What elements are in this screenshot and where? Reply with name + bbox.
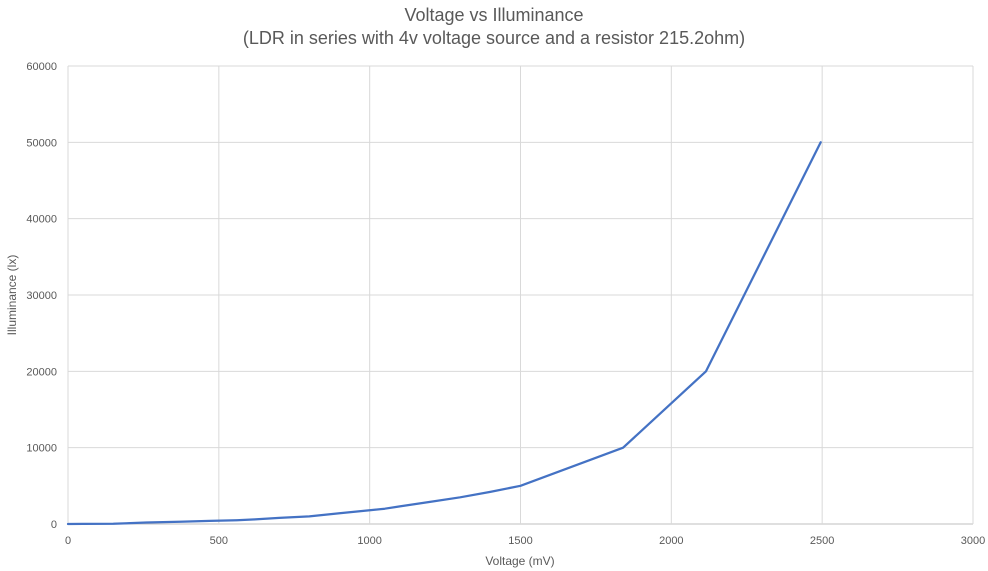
x-tick-label: 500 xyxy=(210,535,228,547)
x-tick-label: 1500 xyxy=(508,535,532,547)
x-tick-label: 1000 xyxy=(357,535,381,547)
chart-subtitle: (LDR in series with 4v voltage source an… xyxy=(242,28,746,48)
y-axis-ticks: 0 10000 20000 30000 40000 50000 60000 xyxy=(26,61,57,531)
y-axis-title: Illuminance (lx) xyxy=(5,255,19,336)
y-tick-label: 0 xyxy=(51,519,57,531)
chart-title: Voltage vs Illuminance xyxy=(404,5,584,25)
y-tick-label: 40000 xyxy=(26,214,57,226)
y-tick-label: 10000 xyxy=(26,443,57,455)
x-tick-label: 2500 xyxy=(810,535,834,547)
y-tick-label: 50000 xyxy=(26,137,57,149)
x-axis-title: Voltage (mV) xyxy=(485,554,554,568)
x-tick-label: 0 xyxy=(65,535,71,547)
chart-title-block: Voltage vs Illuminance (LDR in series wi… xyxy=(0,4,988,50)
x-tick-label: 3000 xyxy=(961,535,985,547)
series-group xyxy=(66,141,822,526)
y-tick-label: 20000 xyxy=(26,366,57,378)
x-axis-ticks: 0 500 1000 1500 2000 2500 3000 xyxy=(65,535,985,547)
series-line xyxy=(66,141,822,526)
grid-lines xyxy=(67,65,974,525)
y-tick-label: 30000 xyxy=(26,290,57,302)
y-tick-label: 60000 xyxy=(26,61,57,73)
x-tick-label: 2000 xyxy=(659,535,683,547)
